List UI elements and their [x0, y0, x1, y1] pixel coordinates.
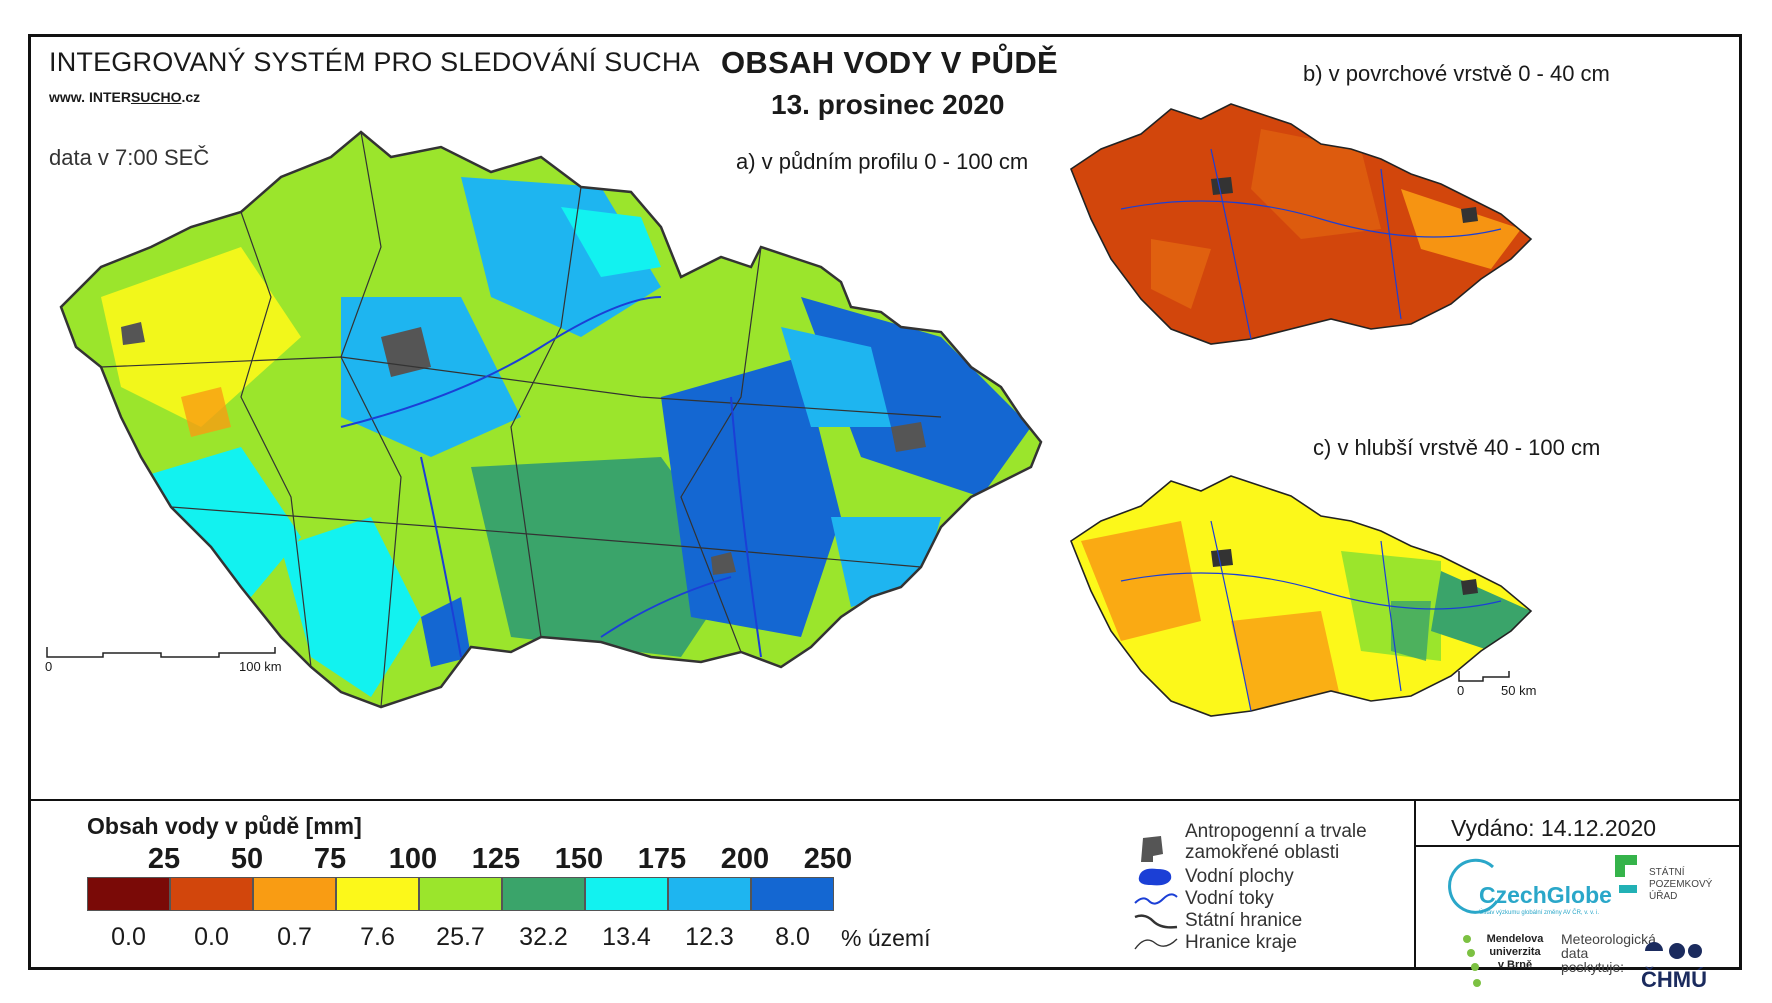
- anthropogenic-area-icon: [1141, 836, 1163, 862]
- scale-small-zero: 0: [1457, 683, 1465, 698]
- website-suffix: .cz: [181, 89, 201, 105]
- legend-percentage-5: 32.2: [519, 923, 568, 951]
- legend-percentage-7: 12.3: [685, 923, 734, 951]
- symbol-region-border: Hranice kraje: [1133, 931, 1297, 955]
- main-date: 13. prosinec 2020: [771, 89, 1005, 120]
- water-body-icon: [1138, 868, 1172, 886]
- data-time: data v 7:00 SEČ: [49, 145, 210, 170]
- map-c: [1070, 475, 1533, 717]
- website-prefix: www.: [49, 89, 86, 105]
- map-b-label: b) v povrchové vrstvě 0 - 40 cm: [1303, 61, 1610, 86]
- legend-class-7: [668, 877, 751, 911]
- legend-class-4: [419, 877, 502, 911]
- symbol-state-border: Státní hranice: [1133, 909, 1302, 933]
- map-c-label: c) v hlubší vrstvě 40 - 100 cm: [1313, 435, 1601, 460]
- czechglobe-logo-icon: [1448, 858, 1499, 914]
- main-title: OBSAH VODY V PŮDĚ: [721, 45, 1058, 80]
- state-border-icon: [1134, 914, 1178, 929]
- legend-threshold-8: 250: [803, 843, 853, 875]
- legend-class-3: [336, 877, 419, 911]
- river-icon: [1134, 893, 1178, 905]
- legend-class-8: [751, 877, 834, 911]
- scale-bar-small: [1458, 671, 1510, 682]
- spu-logo-text: STÁTNÍ POZEMKOVÝ ÚŘAD: [1649, 867, 1713, 902]
- scale-main-zero: 0: [45, 659, 53, 674]
- symbol-anthropogenic: Antropogenní a trvale zamokřené oblasti: [1133, 821, 1367, 863]
- legend-title: Obsah vody v půdě [mm]: [87, 813, 362, 839]
- logo-divider: [1414, 799, 1416, 967]
- scale-small-end: 50 km: [1501, 683, 1537, 698]
- map-a-label: a) v půdním profilu 0 - 100 cm: [736, 149, 1029, 174]
- mendel-logo-icon: [1463, 935, 1481, 987]
- issued-divider: [1416, 845, 1739, 847]
- symbol-rivers: Vodní toky: [1133, 887, 1274, 911]
- czechglobe-subtitle: Ústav výzkumu globální změny AV ČR, v. v…: [1479, 910, 1600, 916]
- legend-threshold-7: 200: [720, 843, 770, 875]
- symbol-anthropogenic-label: Antropogenní a trvale zamokřené oblasti: [1185, 821, 1367, 863]
- legend-class-2: [253, 877, 336, 911]
- legend-percentage-4: 25.7: [436, 923, 485, 951]
- website-link[interactable]: www. INTERSUCHO.cz: [49, 89, 200, 105]
- legend-percentage-6: 13.4: [602, 923, 651, 951]
- symbol-state-border-label: Státní hranice: [1185, 910, 1303, 931]
- legend-threshold-4: 125: [471, 843, 521, 875]
- symbol-water-bodies: Vodní plochy: [1133, 865, 1294, 889]
- map-frame: INTEGROVANÝ SYSTÉM PRO SLEDOVÁNÍ SUCHA w…: [28, 34, 1742, 992]
- map-a: [59, 130, 1043, 709]
- issued-date: Vydáno: 14.12.2020: [1451, 815, 1657, 841]
- legend-percentage-0: 0.0: [111, 923, 146, 951]
- meteo-data-note: Meteorologická data poskytuje:: [1561, 931, 1656, 975]
- map-b: [1070, 103, 1533, 345]
- legend-divider: [31, 799, 1739, 801]
- website-brand-a: INTER: [88, 89, 131, 105]
- scale-main-end: 100 km: [239, 659, 282, 674]
- legend-class-0: [87, 877, 170, 911]
- region-border-icon: [1134, 938, 1178, 950]
- legend-color-classes: [87, 877, 834, 911]
- legend-percentage-3: 7.6: [360, 923, 395, 951]
- symbol-region-border-label: Hranice kraje: [1185, 932, 1297, 953]
- chmu-logo-text: ČHMÚ: [1641, 967, 1707, 992]
- chmu-logo-icon: [1645, 942, 1702, 959]
- legend-threshold-0: 25: [147, 843, 181, 875]
- legend-threshold-5: 150: [554, 843, 604, 875]
- percent-unit: % území: [841, 925, 931, 951]
- website-brand-b: SUCHO: [130, 89, 182, 105]
- legend-threshold-6: 175: [637, 843, 687, 875]
- legend-threshold-2: 75: [313, 843, 347, 875]
- spu-logo-icon: [1615, 855, 1637, 893]
- legend-class-6: [585, 877, 668, 911]
- legend-threshold-1: 50: [230, 843, 264, 875]
- legend-percentage-8: 8.0: [775, 923, 810, 951]
- symbol-rivers-label: Vodní toky: [1185, 888, 1274, 909]
- czechglobe-logo-text: CzechGlobe: [1479, 882, 1612, 908]
- scale-bar-main: [46, 647, 276, 658]
- legend-percentage-1: 0.0: [194, 923, 229, 951]
- legend-class-1: [170, 877, 253, 911]
- legend-class-5: [502, 877, 585, 911]
- mendel-logo-text: Mendelova univerzita v Brně: [1486, 933, 1544, 971]
- legend-threshold-3: 100: [388, 843, 438, 875]
- legend-percentage-2: 0.7: [277, 923, 312, 951]
- symbol-water-bodies-label: Vodní plochy: [1185, 866, 1294, 887]
- system-title: INTEGROVANÝ SYSTÉM PRO SLEDOVÁNÍ SUCHA: [49, 47, 700, 77]
